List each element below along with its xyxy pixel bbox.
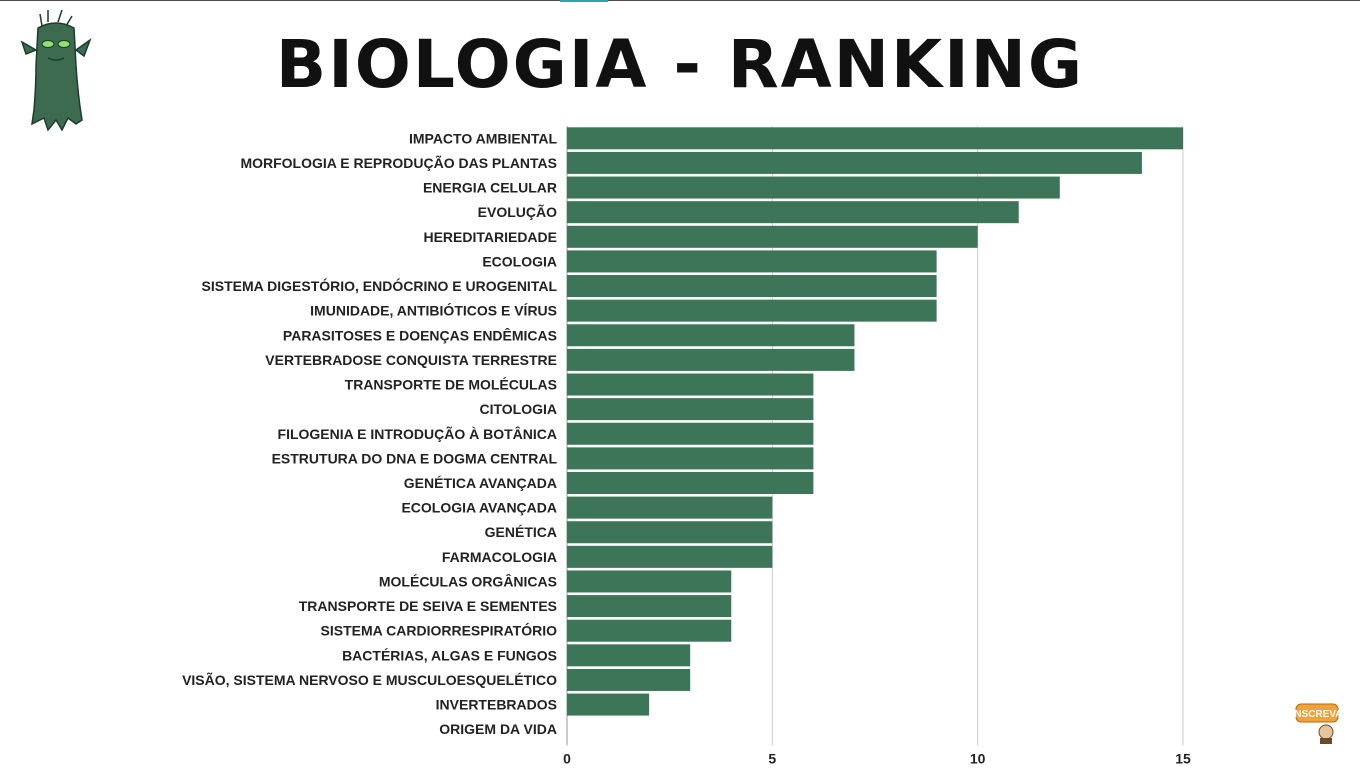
category-label: PARASITOSES E DOENÇAS ENDÊMICAS <box>283 326 557 343</box>
tree-mascot-icon <box>20 9 92 132</box>
category-label: INVERTEBRADOS <box>436 697 557 713</box>
bar <box>567 545 773 568</box>
bar <box>567 595 732 618</box>
bar <box>567 176 1060 199</box>
category-label: GENÉTICA <box>485 524 557 540</box>
category-label: ECOLOGIA <box>482 253 557 269</box>
bar <box>567 471 814 494</box>
category-label: SISTEMA DIGESTÓRIO, ENDÓCRINO E UROGENIT… <box>202 277 558 294</box>
bar <box>567 693 650 716</box>
category-label: ORIGEM DA VIDA <box>439 721 557 737</box>
bar <box>567 398 814 421</box>
category-label: HEREDITARIEDADE <box>423 229 557 245</box>
bar <box>567 521 773 544</box>
category-label: ESTRUTURA DO DNA E DOGMA CENTRAL <box>272 450 558 466</box>
bar <box>567 619 732 642</box>
page-title: BIOLOGIA - RANKING <box>275 26 1085 103</box>
subscribe-badge-icon[interactable]: INSCREVA <box>1294 702 1342 746</box>
x-tick-label: 10 <box>970 751 986 767</box>
bar <box>567 275 937 298</box>
bar <box>567 644 691 667</box>
category-label: TRANSPORTE DE MOLÉCULAS <box>345 377 557 393</box>
bars <box>567 127 1183 716</box>
category-label: VERTEBRADOSE CONQUISTA TERRESTRE <box>265 352 557 368</box>
x-axis-ticks: 0 5 10 15 <box>563 751 1191 767</box>
x-tick-label: 5 <box>768 751 776 767</box>
category-label: TRANSPORTE DE SEIVA E SEMENTES <box>299 598 557 614</box>
bar <box>567 373 814 396</box>
bar <box>567 127 1183 150</box>
bar <box>567 151 1142 174</box>
category-label: ECOLOGIA AVANÇADA <box>401 500 557 516</box>
bar <box>567 201 1019 224</box>
category-label: EVOLUÇÃO <box>478 203 557 220</box>
bar <box>567 496 773 519</box>
bar <box>567 422 814 445</box>
bar <box>567 250 937 273</box>
category-label: SISTEMA CARDIORRESPIRATÓRIO <box>321 622 558 639</box>
category-label: FILOGENIA E INTRODUÇÃO À BOTÂNICA <box>278 425 557 442</box>
category-label: VISÃO, SISTEMA NERVOSO E MUSCULOESQUELÉT… <box>182 671 557 688</box>
category-label: GENÉTICA AVANÇADA <box>404 475 557 491</box>
bar <box>567 447 814 470</box>
bar <box>567 348 855 371</box>
x-tick-label: 15 <box>1175 751 1191 767</box>
category-label: ENERGIA CELULAR <box>423 180 557 196</box>
category-label: MORFOLOGIA E REPRODUÇÃO DAS PLANTAS <box>240 154 557 171</box>
x-tick-label: 0 <box>563 751 571 767</box>
category-labels: IMPACTO AMBIENTAL MORFOLOGIA E REPRODUÇÃO… <box>182 130 557 737</box>
category-label: IMUNIDADE, ANTIBIÓTICOS E VÍRUS <box>310 302 557 319</box>
category-label: BACTÉRIAS, ALGAS E FUNGOS <box>342 647 557 663</box>
bar <box>567 570 732 593</box>
bar <box>567 668 691 691</box>
category-label: MOLÉCULAS ORGÂNICAS <box>379 572 557 589</box>
category-label: FARMACOLOGIA <box>442 549 557 565</box>
video-progress-accent <box>560 0 608 2</box>
top-border-line <box>0 0 1360 1</box>
category-label: IMPACTO AMBIENTAL <box>409 130 557 146</box>
category-label: CITOLOGIA <box>479 401 557 417</box>
bar <box>567 324 855 347</box>
bar <box>567 225 978 248</box>
bar <box>567 299 937 322</box>
subscribe-badge-text: INSCREVA <box>1294 709 1342 720</box>
